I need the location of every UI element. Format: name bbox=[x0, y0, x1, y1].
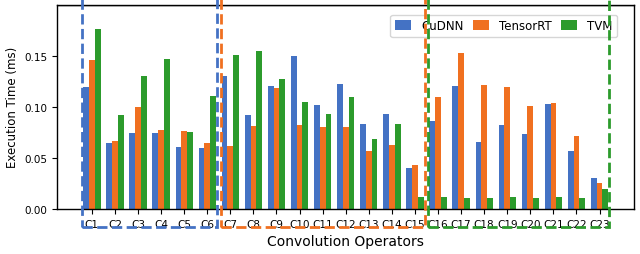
Bar bbox=[602, 189, 608, 209]
Bar bbox=[435, 97, 441, 209]
Bar bbox=[204, 143, 210, 209]
Bar bbox=[221, 77, 227, 209]
Bar bbox=[89, 60, 95, 209]
Bar bbox=[227, 146, 233, 209]
Bar bbox=[164, 59, 170, 209]
Bar bbox=[579, 198, 585, 209]
Bar bbox=[487, 198, 493, 209]
Bar bbox=[95, 30, 100, 209]
Bar bbox=[527, 106, 533, 209]
Bar bbox=[210, 96, 216, 209]
Bar bbox=[429, 122, 435, 209]
Bar bbox=[366, 151, 372, 209]
Bar bbox=[383, 115, 389, 209]
Bar bbox=[268, 87, 273, 209]
Bar bbox=[337, 85, 343, 209]
Bar bbox=[141, 77, 147, 209]
Bar bbox=[314, 105, 320, 209]
Y-axis label: Execution Time (ms): Execution Time (ms) bbox=[6, 47, 19, 168]
Bar bbox=[320, 128, 326, 209]
Bar bbox=[181, 132, 187, 209]
Bar bbox=[118, 116, 124, 209]
Bar bbox=[412, 166, 418, 209]
X-axis label: Convolution Operators: Convolution Operators bbox=[268, 234, 424, 248]
Bar bbox=[349, 97, 355, 209]
Bar bbox=[244, 116, 250, 209]
Bar bbox=[343, 128, 349, 209]
Bar bbox=[510, 197, 516, 209]
Bar bbox=[418, 197, 424, 209]
Bar bbox=[596, 183, 602, 209]
Bar bbox=[522, 135, 527, 209]
Bar bbox=[499, 126, 504, 209]
Bar bbox=[303, 102, 308, 209]
Bar bbox=[550, 103, 556, 209]
Bar bbox=[568, 151, 573, 209]
Bar bbox=[464, 198, 470, 209]
Bar bbox=[389, 145, 395, 209]
Bar bbox=[106, 143, 112, 209]
Legend: CuDNN, TensorRT, TVM: CuDNN, TensorRT, TVM bbox=[390, 15, 617, 38]
Bar bbox=[406, 169, 412, 209]
Bar bbox=[198, 148, 204, 209]
Bar bbox=[175, 147, 181, 209]
Bar bbox=[504, 88, 510, 209]
Bar bbox=[273, 89, 279, 209]
Bar bbox=[279, 80, 285, 209]
Bar bbox=[326, 115, 332, 209]
Bar bbox=[360, 125, 366, 209]
Bar bbox=[233, 55, 239, 209]
Bar bbox=[395, 125, 401, 209]
Bar bbox=[545, 104, 550, 209]
Bar bbox=[112, 141, 118, 209]
Bar bbox=[256, 51, 262, 209]
Bar bbox=[135, 107, 141, 209]
Bar bbox=[187, 133, 193, 209]
Bar bbox=[297, 126, 303, 209]
Bar bbox=[152, 134, 158, 209]
Bar bbox=[556, 197, 562, 209]
Bar bbox=[291, 56, 297, 209]
Bar bbox=[573, 136, 579, 209]
Bar bbox=[452, 87, 458, 209]
Bar bbox=[158, 131, 164, 209]
Bar bbox=[372, 139, 378, 209]
Bar bbox=[129, 134, 135, 209]
Bar bbox=[591, 179, 596, 209]
Bar bbox=[458, 53, 464, 209]
Bar bbox=[481, 86, 487, 209]
Bar bbox=[441, 197, 447, 209]
Bar bbox=[250, 127, 256, 209]
Bar bbox=[476, 142, 481, 209]
Bar bbox=[83, 88, 89, 209]
Bar bbox=[533, 198, 539, 209]
